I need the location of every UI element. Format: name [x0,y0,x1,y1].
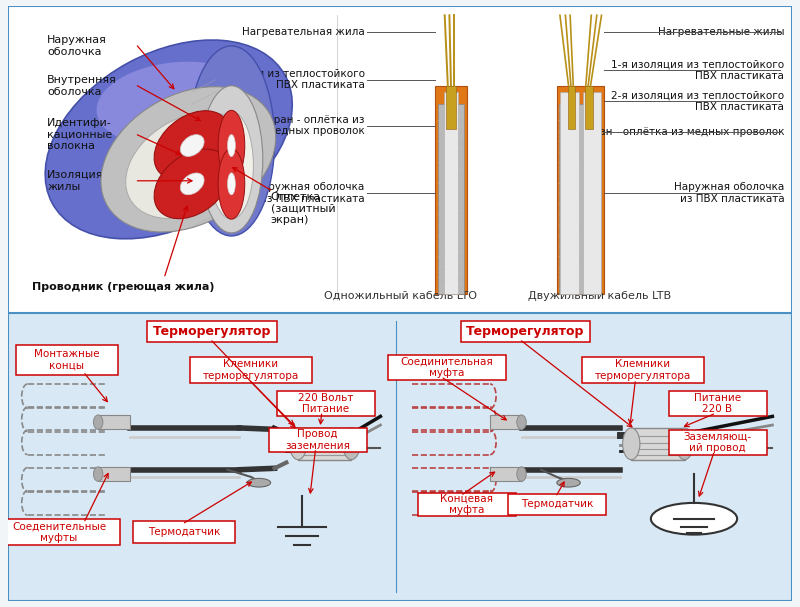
Text: Терморегулятор: Терморегулятор [466,325,585,338]
FancyBboxPatch shape [8,6,792,313]
Text: Проводник (греющая жила): Проводник (греющая жила) [31,282,214,291]
Text: 2-я изоляция из теплостойкого
ПВХ пластиката: 2-я изоляция из теплостойкого ПВХ пласти… [611,90,784,112]
FancyBboxPatch shape [269,428,366,452]
Bar [298,428,351,459]
Ellipse shape [101,87,276,232]
Ellipse shape [517,415,526,429]
Text: Нагревательные жилы: Нагревательные жилы [658,27,784,37]
Ellipse shape [45,40,292,239]
Text: Оплетка
(защитный
экран): Оплетка (защитный экран) [270,192,335,225]
Text: Изоляция из теплостойкого
ПВХ пластиката: Изоляция из теплостойкого ПВХ пластиката [210,69,365,90]
Bar [490,467,522,481]
Circle shape [247,478,270,487]
FancyBboxPatch shape [508,493,606,515]
Bar [585,86,593,129]
Circle shape [651,503,737,535]
Bar [444,92,458,294]
Text: 1-я изоляция из теплостойкого
ПВХ пластиката: 1-я изоляция из теплостойкого ПВХ пласти… [611,59,784,81]
Bar [557,86,604,294]
Text: Нагревательная жила: Нагревательная жила [242,27,365,37]
Ellipse shape [126,112,251,219]
Text: Клемники
терморегулятора: Клемники терморегулятора [203,359,299,381]
Ellipse shape [227,135,235,157]
FancyBboxPatch shape [8,313,792,601]
Circle shape [557,478,580,487]
FancyBboxPatch shape [388,355,506,379]
FancyBboxPatch shape [418,493,516,516]
Text: Экран - оплётка из
медных проволок: Экран - оплётка из медных проволок [260,115,365,137]
FancyBboxPatch shape [461,320,590,342]
Bar [438,104,463,294]
Ellipse shape [218,149,245,219]
Text: Двужильный кабель LTB: Двужильный кабель LTB [528,291,671,301]
Ellipse shape [180,135,204,157]
Bar [582,92,602,294]
Ellipse shape [154,149,230,219]
FancyBboxPatch shape [16,345,118,375]
Text: Концевая
муфта: Концевая муфта [440,493,493,515]
Bar [98,415,130,429]
Text: Терморегулятор: Терморегулятор [153,325,271,338]
Bar [435,86,466,294]
Ellipse shape [97,62,257,147]
Ellipse shape [94,467,103,481]
Ellipse shape [290,428,306,459]
Text: Провод
заземления: Провод заземления [285,429,350,451]
FancyBboxPatch shape [582,358,704,383]
Ellipse shape [200,86,262,233]
Ellipse shape [517,467,526,481]
Ellipse shape [94,415,103,429]
Text: Наружная оболочка
из ПВХ пластиката: Наружная оболочка из ПВХ пластиката [254,182,365,204]
Text: Монтажные
концы: Монтажные концы [34,350,99,371]
FancyBboxPatch shape [134,521,235,543]
Bar [631,428,685,459]
Text: Питание
220 В: Питание 220 В [694,393,741,414]
Ellipse shape [218,110,245,181]
Ellipse shape [188,46,274,236]
Text: Изоляция
жилы: Изоляция жилы [47,170,104,192]
Text: Идентифи-
кационные
волокна: Идентифи- кационные волокна [47,118,113,151]
Text: Клемники
терморегулятора: Клемники терморегулятора [595,359,691,381]
Ellipse shape [180,173,204,195]
FancyBboxPatch shape [669,430,766,455]
Text: Соеденительные
муфты: Соеденительные муфты [12,521,106,543]
Text: Термодатчик: Термодатчик [148,527,221,537]
Text: Термодатчик: Термодатчик [521,500,593,509]
Text: Заземляющ-
ий провод: Заземляющ- ий провод [683,432,751,453]
Ellipse shape [227,173,235,195]
FancyBboxPatch shape [147,320,277,342]
Ellipse shape [622,428,640,459]
Bar [559,104,602,294]
Bar [560,92,578,294]
FancyBboxPatch shape [669,391,766,416]
Text: Соединительная
муфта: Соединительная муфта [401,356,494,378]
Text: Одножильный кабель LTO: Одножильный кабель LTO [323,291,477,301]
Ellipse shape [154,110,230,180]
Text: Внутренняя
оболочка: Внутренняя оболочка [47,75,117,97]
FancyBboxPatch shape [190,358,312,383]
FancyBboxPatch shape [0,520,120,545]
Ellipse shape [676,428,694,459]
Bar [446,86,456,129]
Text: Экран - оплётка из медных проволок: Экран - оплётка из медных проволок [578,127,784,137]
Bar [98,467,130,481]
Text: Наружная оболочка
из ПВХ пластиката: Наружная оболочка из ПВХ пластиката [674,182,784,204]
Bar [490,415,522,429]
Ellipse shape [342,428,360,459]
Bar [568,86,575,129]
Ellipse shape [210,112,254,219]
FancyBboxPatch shape [277,391,374,416]
Text: Наружная
оболочка: Наружная оболочка [47,35,107,56]
Text: 220 Вольт
Питание: 220 Вольт Питание [298,393,354,414]
